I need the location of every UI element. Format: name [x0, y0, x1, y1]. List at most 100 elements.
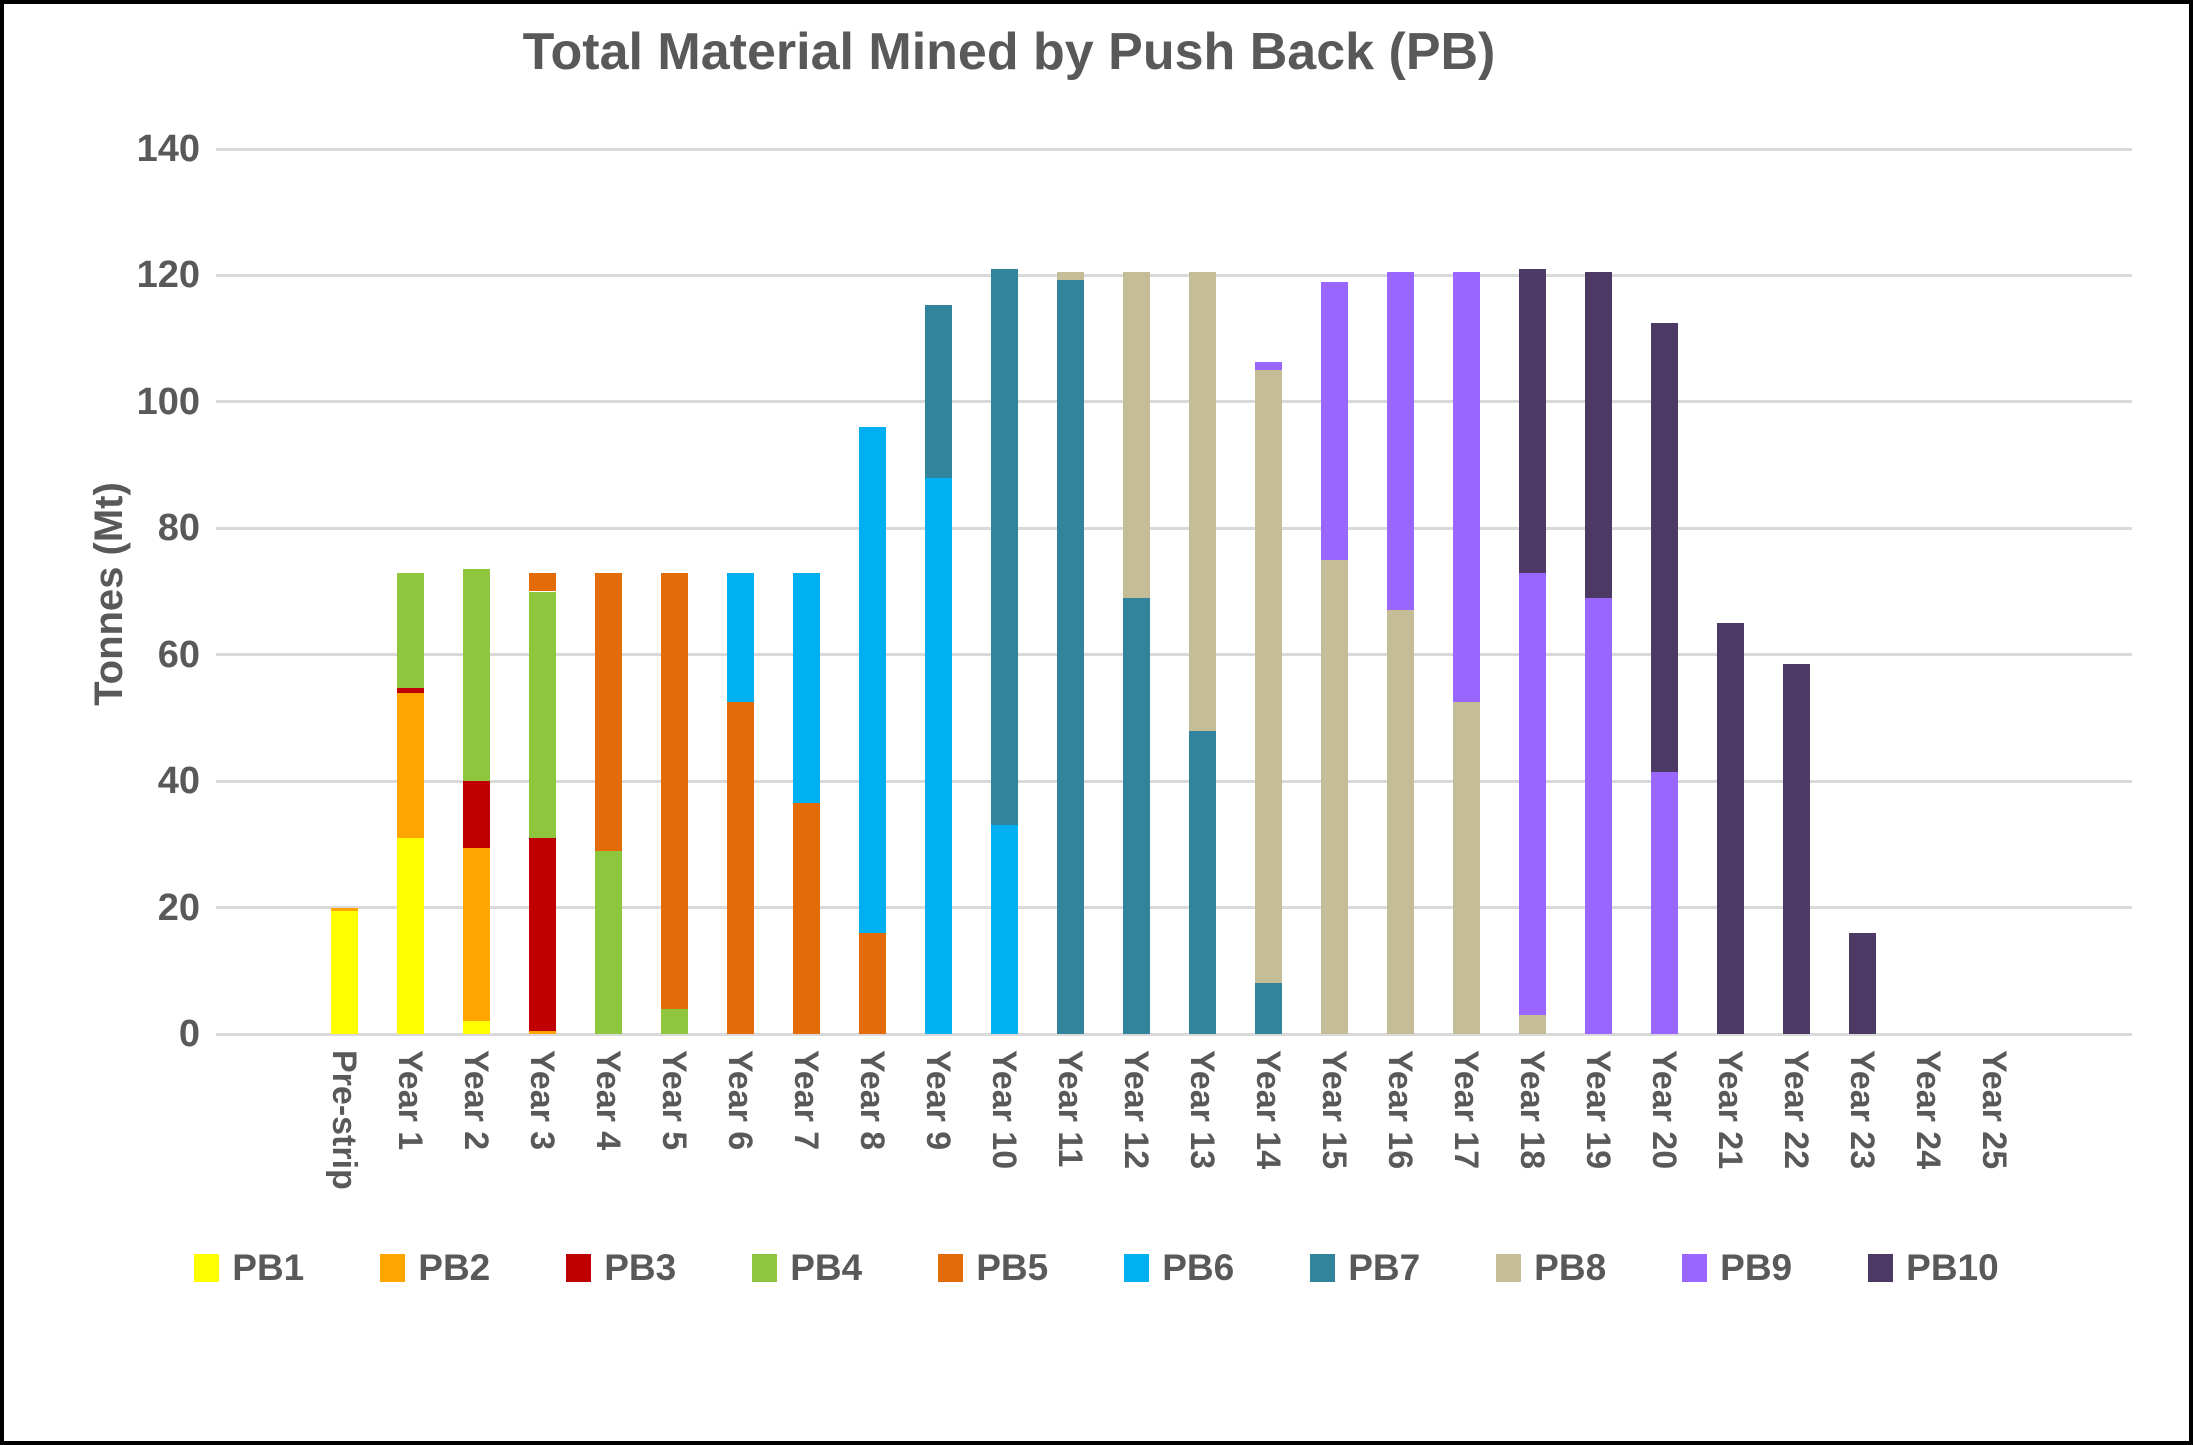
- legend-swatch-pb8: [1496, 1254, 1522, 1282]
- legend-label: PB4: [790, 1247, 863, 1288]
- legend: PB1 PB2 PB3 PB4 PB5 PB6 PB7 PB8 PB9 PB10: [4, 1248, 2189, 1288]
- bar-segment-PB3-year-1: [396, 688, 424, 693]
- y-tick-label: 80: [157, 507, 200, 550]
- x-axis-label: Year 23: [1843, 1050, 1881, 1170]
- bar-segment-PB8-year-15: [1320, 559, 1348, 1034]
- legend-item-pb5: PB5: [938, 1248, 1048, 1288]
- legend-label: PB3: [604, 1247, 677, 1288]
- bar-segment-PB1-year-1: [396, 838, 424, 1034]
- legend-label: PB6: [1162, 1247, 1235, 1288]
- legend-item-pb9: PB9: [1682, 1248, 1792, 1288]
- bar-segment-PB1-pre-strip: [330, 910, 358, 1034]
- legend-swatch-pb7: [1310, 1254, 1336, 1282]
- bar-segment-PB7-year-12: [1122, 597, 1150, 1034]
- x-axis-label: Year 4: [589, 1050, 627, 1151]
- gridline: [216, 1032, 2132, 1036]
- x-axis-label: Year 12: [1117, 1050, 1155, 1170]
- bar-segment-PB9-year-20: [1650, 771, 1678, 1034]
- legend-label: PB1: [232, 1247, 305, 1288]
- bar-segment-PB2-year-1: [396, 692, 424, 839]
- bar-segment-PB4-year-2: [462, 569, 490, 782]
- x-axis-label: Pre-strip: [325, 1050, 363, 1190]
- bar-segment-PB6-year-10: [990, 825, 1018, 1034]
- y-tick-label: 60: [157, 633, 200, 676]
- legend-swatch-pb2: [380, 1254, 406, 1282]
- bar-segment-PB8-year-17: [1452, 702, 1480, 1034]
- bar-segment-PB5-year-8: [858, 932, 886, 1034]
- bar-segment-PB10-year-23: [1848, 932, 1876, 1034]
- bar-segment-PB2-pre-strip: [330, 907, 358, 911]
- bar-segment-PB4-year-4: [594, 850, 622, 1034]
- x-axis-label: Year 18: [1513, 1050, 1551, 1170]
- x-axis-label: Year 19: [1579, 1050, 1617, 1170]
- bar-segment-PB9-year-16: [1386, 272, 1414, 611]
- x-axis-label: Year 13: [1183, 1050, 1221, 1170]
- legend-label: PB10: [1906, 1247, 1999, 1288]
- legend-label: PB9: [1720, 1247, 1793, 1288]
- bar-segment-PB8-year-14: [1254, 370, 1282, 984]
- y-tick-label: 120: [136, 254, 200, 297]
- bar-segment-PB7-year-11: [1056, 279, 1084, 1034]
- y-tick-label: 40: [157, 760, 200, 803]
- bar-segment-PB8-year-11: [1056, 272, 1084, 280]
- bar-segment-PB6-year-8: [858, 427, 886, 933]
- legend-label: PB8: [1534, 1247, 1607, 1288]
- bar-segment-PB5-year-5: [660, 572, 688, 1009]
- bar-segment-PB8-year-12: [1122, 272, 1150, 598]
- x-axis-label: Year 3: [523, 1050, 561, 1151]
- x-axis-label: Year 10: [985, 1050, 1023, 1170]
- gridline: [216, 653, 2132, 657]
- legend-swatch-pb10: [1868, 1254, 1894, 1282]
- x-axis-label: Year 15: [1315, 1050, 1353, 1170]
- x-axis-label: Year 22: [1777, 1050, 1815, 1170]
- gridline: [216, 400, 2132, 404]
- bar-segment-PB8-year-13: [1188, 272, 1216, 731]
- bar-segment-PB4-year-1: [396, 572, 424, 689]
- bar-segment-PB5-year-3: [528, 572, 556, 592]
- x-axis-label: Year 14: [1249, 1050, 1287, 1170]
- x-axis-label: Year 5: [655, 1050, 693, 1151]
- bar-segment-PB10-year-18: [1518, 269, 1546, 573]
- gridline: [216, 147, 2132, 151]
- gridline: [216, 906, 2132, 910]
- gridline: [216, 779, 2132, 783]
- bar-segment-PB8-year-18: [1518, 1015, 1546, 1034]
- chart-title: Total Material Mined by Push Back (PB): [522, 23, 1496, 81]
- y-tick-label: 100: [136, 380, 200, 423]
- legend-item-pb10: PB10: [1868, 1248, 1999, 1288]
- bar-segment-PB9-year-14: [1254, 362, 1282, 371]
- legend-item-pb6: PB6: [1124, 1248, 1234, 1288]
- y-tick-label: 0: [178, 1013, 200, 1055]
- x-axis-label: Year 1: [391, 1050, 429, 1151]
- bar-segment-PB9-year-17: [1452, 272, 1480, 703]
- legend-item-pb1: PB1: [194, 1248, 304, 1288]
- bar-segment-PB10-year-19: [1584, 272, 1612, 598]
- bar-segment-PB10-year-21: [1716, 623, 1744, 1034]
- x-axis-label: Year 16: [1381, 1050, 1419, 1170]
- y-axis-title: Tonnes (Mt): [87, 482, 131, 706]
- legend-swatch-pb9: [1682, 1254, 1708, 1282]
- x-axis-label: Year 7: [787, 1050, 825, 1151]
- x-axis-label: Year 25: [1975, 1050, 2013, 1170]
- legend-swatch-pb6: [1124, 1254, 1150, 1282]
- bar-segment-PB6-year-9: [924, 477, 952, 1034]
- bar-segment-PB9-year-15: [1320, 281, 1348, 560]
- bar-segment-PB4-year-5: [660, 1008, 688, 1034]
- x-axis-label: Year 20: [1645, 1050, 1683, 1170]
- bar-segment-PB9-year-18: [1518, 572, 1546, 1016]
- legend-item-pb8: PB8: [1496, 1248, 1606, 1288]
- bar-segment-PB6-year-7: [792, 572, 820, 804]
- bar-segment-PB7-year-14: [1254, 983, 1282, 1034]
- x-axis-label: Year 17: [1447, 1050, 1485, 1170]
- gridline: [216, 526, 2132, 530]
- x-axis-label: Year 21: [1711, 1050, 1749, 1170]
- legend-swatch-pb3: [566, 1254, 592, 1282]
- legend-item-pb3: PB3: [566, 1248, 676, 1288]
- x-axis-label: Year 24: [1909, 1050, 1947, 1170]
- legend-swatch-pb1: [194, 1254, 220, 1282]
- bar-segment-PB5-year-4: [594, 572, 622, 851]
- legend-swatch-pb4: [752, 1254, 778, 1282]
- bar-segment-PB5-year-6: [726, 702, 754, 1034]
- legend-label: PB5: [976, 1247, 1049, 1288]
